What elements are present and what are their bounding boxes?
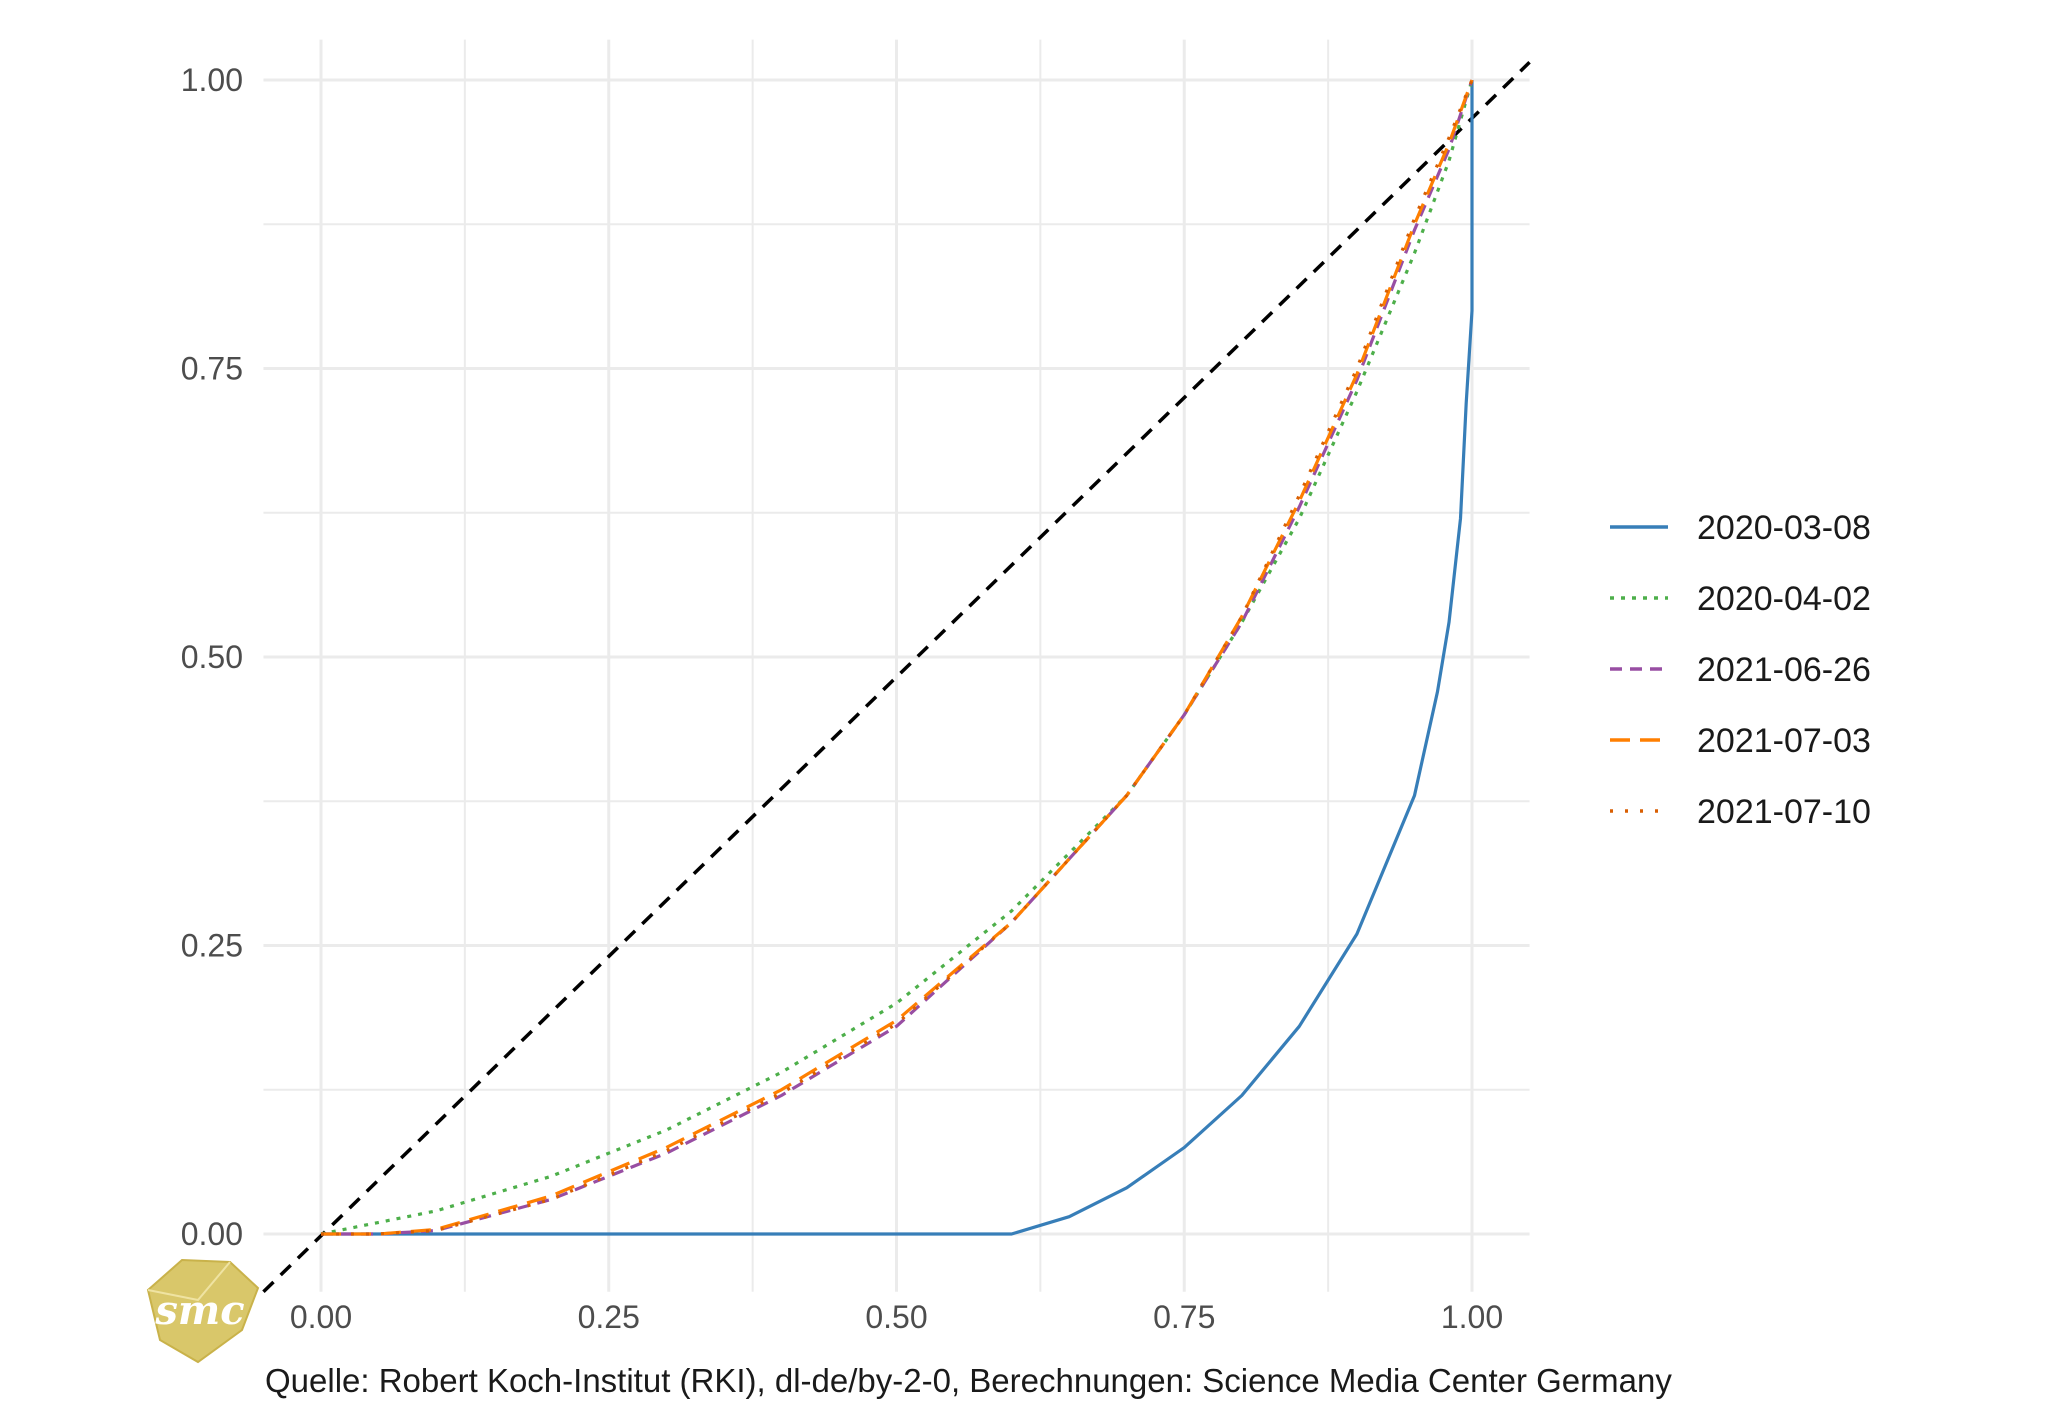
legend-label-4: 2021-07-10 (1697, 793, 1871, 831)
series-line-3 (321, 79, 1474, 1236)
y-tick-label: 0.75 (181, 351, 243, 387)
y-axis-ticks: 0.00 0.25 0.50 0.75 1.00 (181, 62, 243, 1252)
grid (263, 39, 1530, 1292)
series-lines (320, 79, 1474, 1236)
x-tick-label: 0.25 (578, 1299, 640, 1335)
legend-label-0: 2020-03-08 (1697, 509, 1871, 547)
x-axis-ticks: 0.00 0.25 0.50 0.75 1.00 (290, 1299, 1503, 1335)
logo-text: smc (154, 1287, 244, 1334)
y-tick-label: 1.00 (181, 62, 243, 98)
diagonal-reference-line (262, 61, 1531, 1293)
y-tick-label: 0.00 (181, 1216, 243, 1252)
y-tick-label: 0.50 (181, 639, 243, 675)
smc-logo: smc (146, 1258, 260, 1364)
legend-label-1: 2020-04-02 (1697, 580, 1871, 618)
legend: 2020-03-08 2020-04-02 2021-06-26 2021-07-03… (1610, 509, 1871, 831)
legend-label-3: 2021-07-03 (1697, 722, 1871, 760)
caption: Quelle: Robert Koch-Institut (RKI), dl-d… (265, 1362, 1672, 1399)
legend-label-2: 2021-06-26 (1697, 651, 1871, 689)
reference-line (262, 61, 1531, 1293)
x-tick-label: 0.75 (1153, 1299, 1215, 1335)
series-line-0 (321, 80, 1474, 1236)
x-tick-label: 0.50 (865, 1299, 927, 1335)
series-line-2 (321, 79, 1474, 1236)
x-tick-label: 0.00 (290, 1299, 352, 1335)
x-tick-label: 1.00 (1441, 1299, 1503, 1335)
y-tick-label: 0.25 (181, 928, 243, 964)
